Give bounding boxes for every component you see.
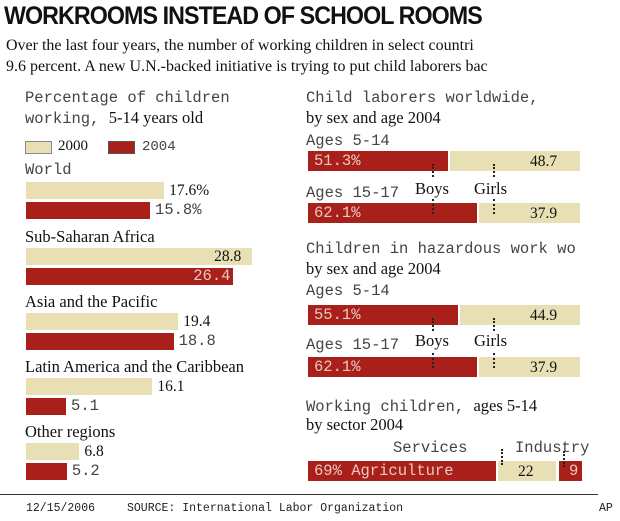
- hazard-chart-title-2: by sex and age 2004: [306, 259, 441, 278]
- boys-value: 55.1%: [314, 306, 361, 324]
- legend-label-2004: 2004: [142, 139, 176, 155]
- industry-leader: [563, 451, 565, 467]
- sex-chart-title-2: by sex and age 2004: [306, 108, 441, 127]
- left-chart-title-1: Percentage of children: [25, 89, 230, 107]
- data-label: 16.1: [157, 378, 185, 395]
- girls-callout: Girls: [474, 179, 507, 198]
- intro-line-1: Over the last four years, the number of …: [6, 37, 474, 54]
- data-label: 26.4: [193, 267, 231, 285]
- age-label: Ages 5-14: [306, 132, 390, 150]
- data-label: 19.4: [183, 313, 211, 330]
- boys-value: 51.3%: [314, 152, 361, 170]
- sector-chart-title-2: by sector 2004: [306, 415, 404, 434]
- left-chart-title-2b: 5-14 years old: [108, 108, 204, 127]
- data-label: 5.2: [71, 462, 100, 480]
- category-label: Other regions: [25, 422, 116, 441]
- intro-line-2: 9.6 percent. A new U.N.-backed initiativ…: [6, 58, 488, 75]
- left-chart-title-2a: working,: [25, 110, 109, 128]
- sex-chart-title-1: Child laborers worldwide,: [306, 89, 539, 107]
- girls-value: 48.7: [530, 153, 558, 170]
- bar-2004: [26, 398, 67, 415]
- services-leader: [501, 449, 503, 465]
- headline: WORKROOMS INSTEAD OF SCHOOL ROOMS: [4, 2, 483, 30]
- data-label: 6.8: [84, 443, 104, 460]
- boys-value: 62.1%: [314, 358, 361, 376]
- footer-source: SOURCE: International Labor Organization: [127, 502, 404, 515]
- girls-leader: [493, 199, 495, 214]
- footer-credit: AP: [599, 502, 613, 515]
- services-value: 22: [518, 463, 534, 480]
- legend-swatch-2000: [25, 141, 52, 154]
- data-label: 28.8: [214, 248, 242, 265]
- bar-2000: [26, 378, 153, 395]
- data-label: 5.1: [71, 397, 99, 415]
- age-label: Ages 15-17: [306, 336, 400, 354]
- bar-girls: [478, 203, 580, 223]
- category-label: Latin America and the Caribbean: [25, 357, 244, 376]
- age-label: Ages 15-17: [306, 184, 400, 202]
- bar-services: [498, 461, 556, 481]
- girls-value: 44.9: [530, 307, 558, 324]
- age-label: Ages 5-14: [306, 282, 390, 300]
- bar-boys: [308, 305, 458, 325]
- boys-value: 62.1%: [314, 204, 361, 222]
- category-label: Asia and the Pacific: [25, 292, 158, 311]
- bar-girls: [449, 151, 580, 171]
- bar-2000: [26, 313, 179, 330]
- girls-leader: [493, 318, 495, 331]
- bar-2000: [26, 443, 80, 460]
- services-callout: Services: [393, 439, 468, 457]
- girls-callout: Girls: [474, 331, 507, 350]
- bar-agriculture: [308, 461, 496, 481]
- bar-2004: [26, 268, 234, 285]
- industry-value: 9: [569, 462, 579, 480]
- bar-boys: [308, 151, 448, 171]
- bar-2004: [26, 463, 67, 480]
- agriculture-label: 69% Agriculture: [314, 462, 454, 480]
- data-label: 15.8%: [155, 201, 202, 219]
- boys-callout: Boys: [415, 331, 449, 350]
- bar-boys: [308, 203, 477, 223]
- boys-leader: [432, 199, 434, 214]
- boys-leader: [432, 164, 434, 177]
- girls-leader: [493, 164, 495, 177]
- boys-leader: [432, 353, 434, 368]
- data-label: 18.8: [178, 332, 216, 350]
- girls-leader: [493, 353, 495, 368]
- footer-rule: [0, 494, 598, 495]
- category-label: World: [25, 161, 72, 179]
- bar-2000: [26, 182, 165, 199]
- legend-label-2000: 2000: [58, 138, 88, 154]
- bar-2004: [26, 202, 151, 219]
- bar-2004: [26, 333, 174, 350]
- bar-boys: [308, 357, 477, 377]
- hazard-chart-title-1: Children in hazardous work wo: [306, 240, 576, 258]
- boys-leader: [432, 318, 434, 331]
- legend-swatch-2004: [108, 141, 135, 154]
- sector-chart-title-1a: Working children,: [306, 398, 474, 416]
- bar-2000: [26, 248, 253, 265]
- footer-date: 12/15/2006: [26, 502, 96, 515]
- bar-girls: [478, 357, 580, 377]
- category-label: Sub-Saharan Africa: [25, 227, 155, 246]
- boys-callout: Boys: [415, 179, 449, 198]
- data-label: 17.6%: [169, 182, 210, 199]
- bar-girls: [459, 305, 580, 325]
- girls-value: 37.9: [530, 205, 558, 222]
- girls-value: 37.9: [530, 359, 558, 376]
- sector-chart-title-1b: ages 5-14: [473, 396, 538, 415]
- industry-callout: Industry: [515, 439, 590, 457]
